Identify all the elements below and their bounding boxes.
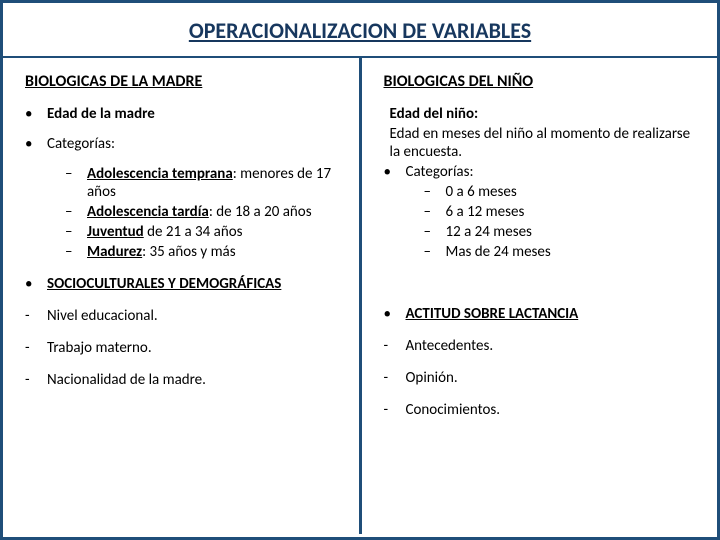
bullet-icon: • xyxy=(25,275,47,293)
left-section2: • SOCIOCULTURALES Y DEMOGRÁFICAS xyxy=(25,275,341,293)
right-dash-1-text: Antecedentes. xyxy=(406,337,700,355)
left-dash-2: - Trabajo materno. xyxy=(25,339,341,357)
bullet-icon: • xyxy=(384,163,406,181)
right-sub-2: –6 a 12 meses xyxy=(424,203,700,221)
left-sublist: – Adolescencia temprana: menores de 17 a… xyxy=(65,165,341,261)
right-dash-3: - Conocimientos. xyxy=(384,401,700,419)
right-intro-desc: Edad en meses del niño al momento de rea… xyxy=(390,125,700,161)
left-sub-2-text: Adolescencia tardía: de 18 a 20 años xyxy=(87,203,341,221)
dash-icon: - xyxy=(25,307,47,325)
dash-icon: – xyxy=(424,243,446,261)
dash-icon: – xyxy=(65,243,87,261)
left-sub-1-text: Adolescencia temprana: menores de 17 año… xyxy=(87,165,341,201)
right-sub-4-text: Mas de 24 meses xyxy=(446,243,700,261)
right-section2: • ACTITUD SOBRE LACTANCIA xyxy=(384,305,700,323)
dash-icon: – xyxy=(65,203,87,221)
right-sublist: – 0 a 6 meses –6 a 12 meses –12 a 24 mes… xyxy=(424,183,700,261)
right-intro-title: Edad del niño: xyxy=(390,105,700,123)
right-bullet-1: • Categorías: xyxy=(384,163,700,181)
dash-icon: – xyxy=(424,183,446,201)
bullet-icon: • xyxy=(25,135,47,153)
dash-icon: – xyxy=(65,165,87,201)
dash-icon: – xyxy=(424,203,446,221)
right-dash-2: - Opinión. xyxy=(384,369,700,387)
left-sub-4: – Madurez: 35 años y más xyxy=(65,243,341,261)
right-sub-2-text: 6 a 12 meses xyxy=(446,203,700,221)
dash-icon: – xyxy=(65,223,87,241)
left-column: BIOLOGICAS DE LA MADRE • Edad de la madr… xyxy=(3,58,359,534)
left-dash-3: - Nacionalidad de la madre. xyxy=(25,371,341,389)
right-column: BIOLOGICAS DEL NIÑO Edad del niño: Edad … xyxy=(362,58,718,534)
right-section2-text: ACTITUD SOBRE LACTANCIA xyxy=(406,305,700,323)
dash-icon: - xyxy=(384,369,406,387)
left-dash-3-text: Nacionalidad de la madre. xyxy=(47,371,341,389)
right-dash-3-text: Conocimientos. xyxy=(406,401,700,419)
left-bullet-2: • Categorías: xyxy=(25,135,341,153)
left-sub-1: – Adolescencia temprana: menores de 17 a… xyxy=(65,165,341,201)
right-sub-3-text: 12 a 24 meses xyxy=(446,223,700,241)
right-sub-3: –12 a 24 meses xyxy=(424,223,700,241)
dash-icon: – xyxy=(424,223,446,241)
dash-icon: - xyxy=(25,371,47,389)
left-sub-3-text: Juventud de 21 a 34 años xyxy=(87,223,341,241)
dash-icon: - xyxy=(25,339,47,357)
left-dash-1-text: Nivel educacional. xyxy=(47,307,341,325)
right-sub-4: –Mas de 24 meses xyxy=(424,243,700,261)
left-dash-2-text: Trabajo materno. xyxy=(47,339,341,357)
left-bullet-1: • Edad de la madre xyxy=(25,105,341,123)
left-sub-4-text: Madurez: 35 años y más xyxy=(87,243,341,261)
page-title: OPERACIONALIZACION DE VARIABLES xyxy=(3,3,717,58)
left-sub-3: – Juventud de 21 a 34 años xyxy=(65,223,341,241)
columns-wrapper: BIOLOGICAS DE LA MADRE • Edad de la madr… xyxy=(3,58,717,534)
left-bullet-2-text: Categorías: xyxy=(47,135,341,153)
right-sub-1-text: 0 a 6 meses xyxy=(446,183,700,201)
right-bullet-1-text: Categorías: xyxy=(406,163,700,181)
right-subheader: BIOLOGICAS DEL NIÑO xyxy=(384,72,700,91)
dash-icon: - xyxy=(384,337,406,355)
left-dash-1: - Nivel educacional. xyxy=(25,307,341,325)
bullet-icon: • xyxy=(384,305,406,323)
dash-icon: - xyxy=(384,401,406,419)
right-dash-1: - Antecedentes. xyxy=(384,337,700,355)
left-sub-2: – Adolescencia tardía: de 18 a 20 años xyxy=(65,203,341,221)
left-section2-text: SOCIOCULTURALES Y DEMOGRÁFICAS xyxy=(47,275,341,293)
left-subheader: BIOLOGICAS DE LA MADRE xyxy=(25,72,341,91)
slide-container: OPERACIONALIZACION DE VARIABLES BIOLOGIC… xyxy=(0,0,720,540)
left-bullet-1-text: Edad de la madre xyxy=(47,105,341,123)
bullet-icon: • xyxy=(25,105,47,123)
right-sub-1: – 0 a 6 meses xyxy=(424,183,700,201)
right-dash-2-text: Opinión. xyxy=(406,369,700,387)
